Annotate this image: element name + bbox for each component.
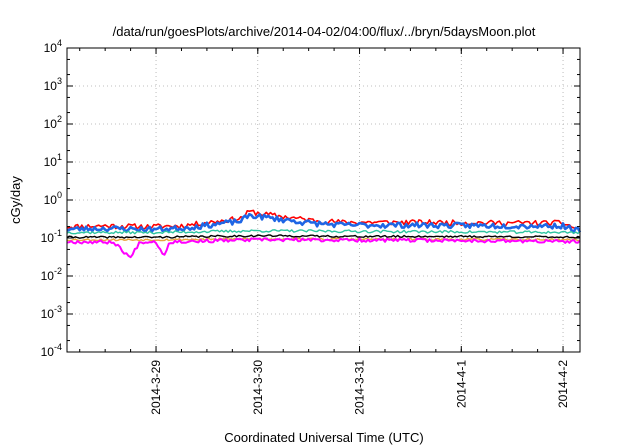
- x-axis: 2014-3-29 2014-3-30 2014-3-31 2014-4-1 2014-…: [79, 48, 570, 415]
- y-tick-label: 10-4: [41, 342, 62, 359]
- series-line: [66, 237, 581, 242]
- series-line: [66, 234, 581, 239]
- y-tick-label: 101: [44, 152, 62, 169]
- x-tick-label: 2014-4-2: [556, 360, 570, 408]
- y-tick-label: 102: [44, 114, 62, 131]
- grid: [67, 48, 580, 352]
- series-line: [66, 212, 582, 234]
- x-tick-label: 2014-3-31: [353, 360, 367, 415]
- chart-title: /data/run/goesPlots/archive/2014-04-02/0…: [113, 24, 536, 39]
- x-tick-label: 2014-4-1: [454, 360, 468, 408]
- y-tick-label: 100: [44, 190, 62, 207]
- series-layer: [66, 209, 582, 259]
- y-axis-label: cGy/day: [8, 176, 23, 224]
- x-tick-label: 2014-3-30: [251, 360, 265, 415]
- series-line: [66, 229, 581, 235]
- y-tick-label: 10-1: [41, 228, 62, 245]
- y-tick-label: 10-2: [41, 266, 62, 283]
- y-tick-label: 104: [44, 38, 62, 55]
- y-tick-label: 103: [44, 76, 62, 93]
- x-tick-label: 2014-3-29: [149, 360, 163, 415]
- y-tick-label: 10-3: [41, 304, 62, 321]
- series-line: [66, 237, 581, 259]
- x-axis-label: Coordinated Universal Time (UTC): [224, 430, 423, 445]
